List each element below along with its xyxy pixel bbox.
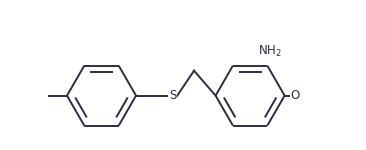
Text: NH$_2$: NH$_2$	[258, 44, 282, 59]
Text: S: S	[169, 89, 176, 102]
Text: O: O	[291, 89, 300, 102]
